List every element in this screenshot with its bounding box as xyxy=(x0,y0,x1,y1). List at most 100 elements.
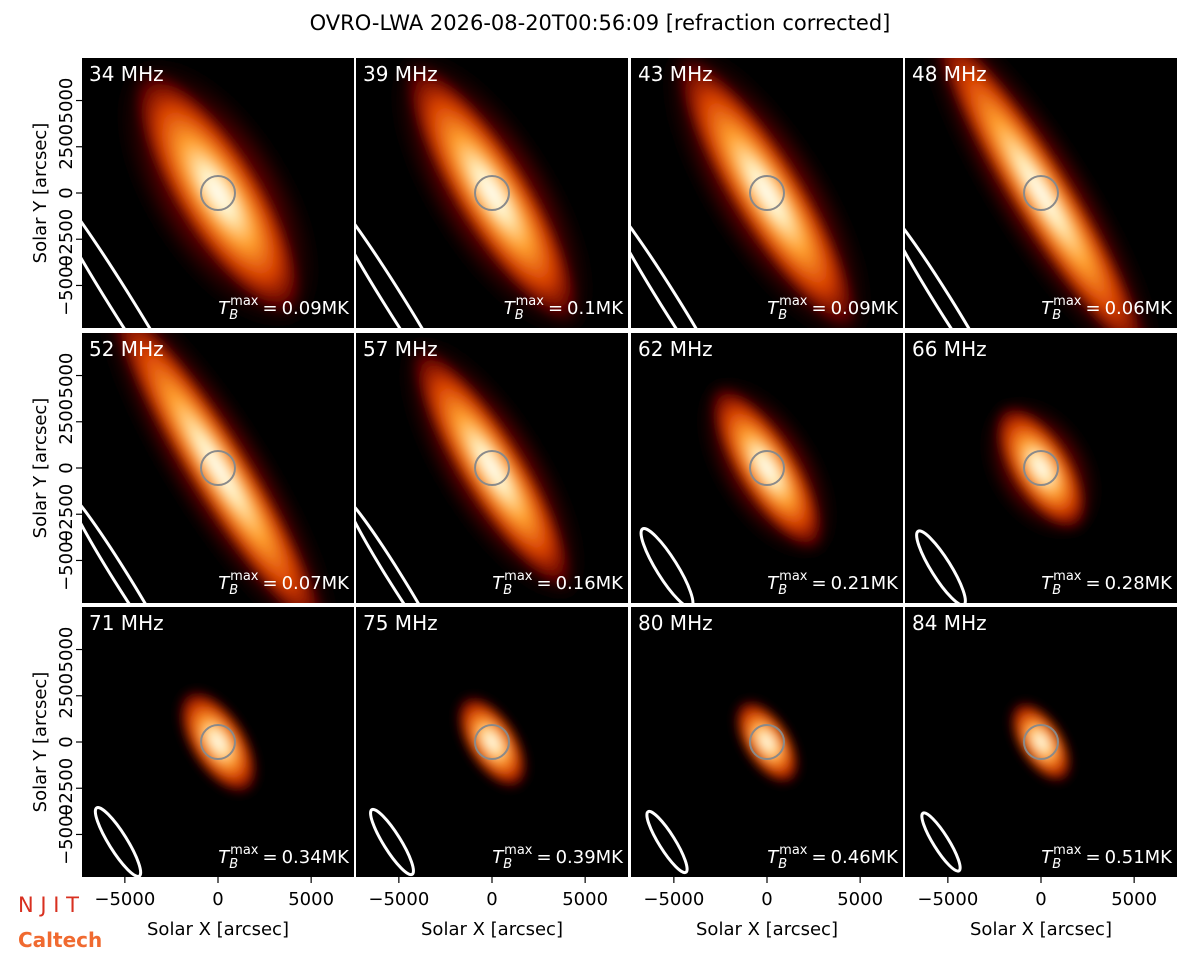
tb-label-part: T xyxy=(1041,298,1054,319)
x-tick-label: −5000 xyxy=(917,889,978,910)
emission-core xyxy=(991,401,1091,535)
tb-label-part: = xyxy=(262,847,277,868)
x-tick-label: 0 xyxy=(486,889,497,910)
tb-label: TBmax = 0.07MK xyxy=(218,569,350,598)
tb-label: TBmax = 0.34MK xyxy=(218,843,350,872)
solar-disk xyxy=(200,175,236,211)
tb-label-part: T xyxy=(767,847,780,868)
tb-label-part: 0.06MK xyxy=(1105,298,1174,319)
tb-label-part: T xyxy=(504,298,517,319)
y-tick-label: −2500 xyxy=(56,209,77,270)
solar-disk xyxy=(1023,724,1059,760)
tb-label-part: max xyxy=(230,569,259,584)
tb-label-part: max xyxy=(230,294,259,309)
tb-label-part: = xyxy=(1085,298,1100,319)
emission-core xyxy=(400,58,584,328)
heatmap-image xyxy=(82,333,354,603)
tb-label-part: B xyxy=(229,857,238,872)
emission-core xyxy=(406,339,578,597)
emission xyxy=(733,697,801,787)
tb-label-part: B xyxy=(778,308,787,323)
beam xyxy=(639,527,695,603)
tb-label-part: 0.28MK xyxy=(1105,573,1174,594)
emission xyxy=(108,58,328,328)
x-tick-label: 5000 xyxy=(562,889,608,910)
heatmap-image xyxy=(356,333,628,603)
tb-label-part: = xyxy=(1085,847,1100,868)
tb-label-part: 0.39MK xyxy=(556,847,625,868)
solar-disk xyxy=(474,175,510,211)
emission-core xyxy=(103,333,333,603)
panel-title: 71 MHz xyxy=(89,611,164,635)
x-axis-label: Solar X [arcsec] xyxy=(696,919,838,940)
panel-title: 66 MHz xyxy=(912,337,987,361)
y-axis-label: Solar Y [arcsec] xyxy=(30,123,51,264)
panel-title: 34 MHz xyxy=(89,62,164,86)
heatmap-image xyxy=(82,607,354,877)
x-axis-label: Solar X [arcsec] xyxy=(147,919,289,940)
tb-label-part: B xyxy=(778,583,787,598)
beam xyxy=(915,529,967,603)
x-tick-label: −5000 xyxy=(94,889,155,910)
tb-label-part: max xyxy=(779,294,808,309)
heatmap-image xyxy=(905,58,1177,328)
beam xyxy=(93,806,143,877)
tb-label-part: = xyxy=(811,573,826,594)
tb-label-part: T xyxy=(218,573,231,594)
tb-label-part: max xyxy=(230,843,259,858)
panel: 75 MHz TBmax = 0.39MK −5000 0 5000 Solar X [arc… xyxy=(356,607,628,940)
tb-label-part: B xyxy=(503,583,512,598)
beam xyxy=(356,497,444,603)
beam xyxy=(920,811,962,873)
heatmap-image xyxy=(631,58,903,328)
tb-label-part: 0.09MK xyxy=(831,298,900,319)
emission-core xyxy=(926,58,1156,328)
tb-label-part: T xyxy=(218,298,231,319)
tb-label-part: max xyxy=(504,569,533,584)
y-tick-label: 0 xyxy=(56,187,77,198)
emission xyxy=(977,392,1105,544)
tb-label: TBmax = 0.16MK xyxy=(492,569,624,598)
y-tick-label: −2500 xyxy=(56,484,77,545)
panel-title: 57 MHz xyxy=(363,337,438,361)
x-tick-label: 0 xyxy=(212,889,223,910)
solar-disk xyxy=(1023,450,1059,486)
heatmap-image xyxy=(905,333,1177,603)
panel: 80 MHz TBmax = 0.46MK −5000 0 5000 Solar X [arc… xyxy=(631,607,903,940)
emission xyxy=(454,693,530,791)
emission xyxy=(87,333,349,603)
heatmap-image xyxy=(356,58,628,328)
y-axis-label: Solar Y [arcsec] xyxy=(30,672,51,813)
tb-label: TBmax = 0.51MK xyxy=(1041,843,1173,872)
tb-label-part: = xyxy=(811,298,826,319)
x-tick-label: 5000 xyxy=(837,889,883,910)
heatmap-image xyxy=(631,607,903,877)
panel: 52 MHz TBmax = 0.07MK −5000−2500 0 25005000Sol… xyxy=(30,333,354,603)
tb-label: TBmax = 0.09MK xyxy=(767,294,899,323)
panel-title: 62 MHz xyxy=(638,337,713,361)
tb-label-part: 0.07MK xyxy=(282,573,351,594)
njit-logo: N J I T xyxy=(18,893,79,917)
figure-title: OVRO-LWA 2026-08-20T00:56:09 [refraction… xyxy=(310,11,891,35)
y-tick-label: 5000 xyxy=(56,627,77,673)
tb-label-part: T xyxy=(1041,847,1054,868)
tb-label: TBmax = 0.39MK xyxy=(492,843,624,872)
y-tick-label: −5000 xyxy=(56,804,77,865)
emission xyxy=(1008,699,1074,785)
solar-disk xyxy=(474,450,510,486)
tb-label-part: max xyxy=(779,843,808,858)
heatmap-image xyxy=(82,58,354,328)
x-axis-label: Solar X [arcsec] xyxy=(421,919,563,940)
y-tick-label: 0 xyxy=(56,462,77,473)
tb-label-part: = xyxy=(262,298,277,319)
emission-core xyxy=(733,697,801,787)
tb-label-part: 0.1MK xyxy=(567,298,624,319)
tb-label-part: T xyxy=(492,847,505,868)
panel: 71 MHz TBmax = 0.34MK −5000 0 5000 Solar X [arc… xyxy=(30,607,354,940)
solar-disk xyxy=(200,724,236,760)
tb-label-part: 0.09MK xyxy=(282,298,351,319)
x-tick-label: 0 xyxy=(761,889,772,910)
panel: 84 MHz TBmax = 0.51MK −5000 0 5000 Solar X [arc… xyxy=(905,607,1177,940)
x-axis-label: Solar X [arcsec] xyxy=(970,919,1112,940)
